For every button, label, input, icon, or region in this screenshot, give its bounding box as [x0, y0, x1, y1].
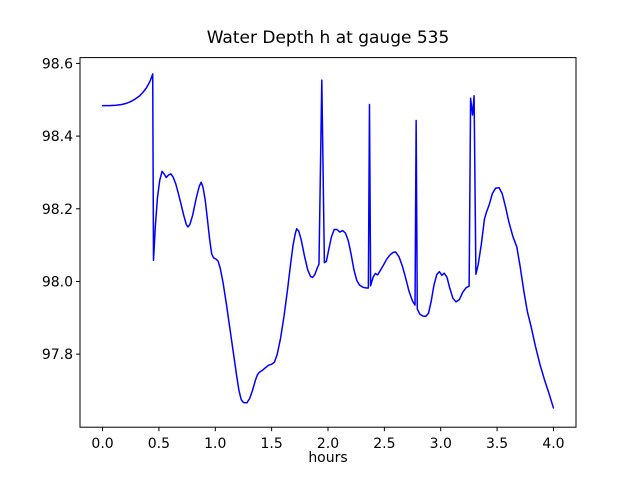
data-line: [101, 73, 555, 409]
x-tick-label: 2.5: [373, 436, 395, 452]
x-tick-label: 0.5: [148, 436, 170, 452]
chart-title: Water Depth h at gauge 535: [206, 28, 450, 48]
x-tick-label: 0.0: [91, 436, 113, 452]
x-tick-label: 2.0: [317, 436, 339, 452]
y-tick-label: 98.4: [42, 129, 73, 145]
y-tick-label: 97.8: [42, 347, 73, 363]
y-tick-label: 98.0: [42, 274, 73, 290]
y-tick-label: 98.2: [42, 202, 73, 218]
y-tick-label: 98.6: [42, 56, 73, 72]
x-tick-label: 1.5: [261, 436, 283, 452]
x-axis-label: hours: [308, 450, 348, 466]
x-tick-label: 1.0: [204, 436, 226, 452]
x-tick-label: 3.5: [486, 436, 508, 452]
x-tick-label: 4.0: [542, 436, 564, 452]
x-tick-label: 3.0: [430, 436, 452, 452]
